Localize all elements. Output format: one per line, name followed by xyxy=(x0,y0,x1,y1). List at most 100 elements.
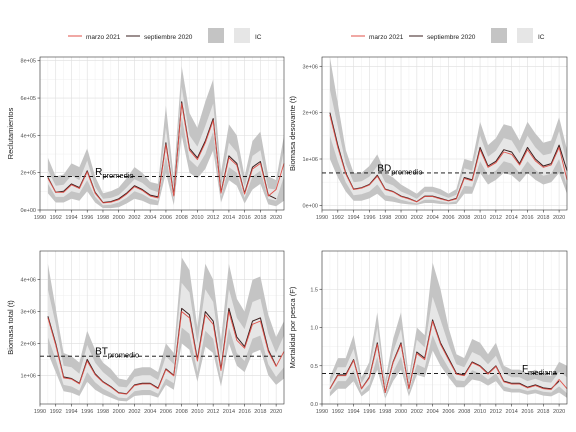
legend-label-ic-left: IC xyxy=(255,34,262,41)
x-tick-label: 1990 xyxy=(316,409,328,415)
x-tick-label: 1996 xyxy=(81,215,93,221)
series-line-marzo-2021 xyxy=(329,320,568,393)
x-tick-label: 1990 xyxy=(316,215,328,221)
x-tick-label: 2012 xyxy=(207,215,219,221)
y-tick-label: 2e+05 xyxy=(21,171,36,177)
legend-key-band-outer-left xyxy=(208,28,224,43)
x-tick-label: 1992 xyxy=(50,409,62,415)
x-tick-label: 2006 xyxy=(442,409,454,415)
y-tick-label: 3e+06 xyxy=(303,64,318,70)
series-line-marzo-2021 xyxy=(47,311,285,395)
x-tick-label: 2012 xyxy=(207,409,219,415)
y-tick-label: 1e+06 xyxy=(303,157,318,163)
x-tick-label: 1998 xyxy=(379,409,391,415)
y-axis-label: Mortalidad por pesca (F) xyxy=(288,286,297,368)
panel-border xyxy=(39,250,285,405)
y-tick-label: 0.0 xyxy=(310,402,318,408)
reference-label: Rpromedio xyxy=(95,167,134,180)
legend-key-band-outer-right xyxy=(491,28,507,43)
x-tick-label: 1994 xyxy=(65,409,77,415)
y-axis-label: Biomasa total (t) xyxy=(6,300,15,355)
x-tick-label: 2016 xyxy=(521,215,533,221)
x-tick-label: 2016 xyxy=(239,215,251,221)
legend-label-marzo-left: marzo 2021 xyxy=(86,34,121,41)
series-line-marzo-2021 xyxy=(47,103,285,204)
x-tick-label: 1994 xyxy=(65,215,77,221)
series-line-marzo-2021 xyxy=(329,114,568,203)
x-tick-label: 2018 xyxy=(537,409,549,415)
x-tick-label: 2016 xyxy=(239,409,251,415)
y-tick-label: 1.0 xyxy=(310,326,318,332)
legend-label-septiembre-left: septiembre 2020 xyxy=(144,34,193,41)
x-tick-label: 1992 xyxy=(50,215,62,221)
y-tick-label: 4e+06 xyxy=(21,278,36,284)
x-tick-label: 2006 xyxy=(160,409,172,415)
reference-label: BTpromedio xyxy=(95,347,139,360)
y-tick-label: 1.5 xyxy=(310,287,318,293)
y-tick-label: 6e+05 xyxy=(21,96,36,102)
legend-label-ic-right: IC xyxy=(538,34,545,41)
x-tick-label: 2018 xyxy=(537,215,549,221)
x-tick-label: 2010 xyxy=(191,409,203,415)
x-tick-label: 2018 xyxy=(254,215,266,221)
x-tick-label: 1992 xyxy=(332,409,344,415)
x-tick-label: 1990 xyxy=(34,215,46,221)
x-tick-label: 2000 xyxy=(395,215,407,221)
x-tick-label: 2002 xyxy=(128,409,140,415)
reference-label: BDpromedio xyxy=(377,163,422,176)
x-tick-label: 1998 xyxy=(97,409,109,415)
x-tick-label: 2008 xyxy=(458,409,470,415)
y-tick-label: 2e+06 xyxy=(21,341,36,347)
panel-1: Rpromedio 0e+00 2e+05 4e+05 6e+05 8e+05 1990 19… xyxy=(6,56,285,221)
x-tick-label: 2014 xyxy=(506,215,518,221)
y-axis-label: Reclutamientos xyxy=(6,107,15,159)
x-tick-label: 1990 xyxy=(34,409,46,415)
ci-band-inner xyxy=(329,89,567,204)
legend-label-marzo-right: marzo 2021 xyxy=(369,34,404,41)
x-tick-label: 1996 xyxy=(363,409,375,415)
x-tick-label: 2012 xyxy=(490,409,502,415)
x-tick-label: 2010 xyxy=(191,215,203,221)
x-tick-label: 1998 xyxy=(379,215,391,221)
x-tick-label: 2008 xyxy=(458,215,470,221)
panel-4: Fmediana 0.0 0.5 1.0 1.5 1990 1992 1994 1996 1998… xyxy=(288,250,568,415)
legend-right: marzo 2021 septiembre 2020 IC xyxy=(351,28,545,43)
x-tick-label: 2008 xyxy=(176,409,188,415)
y-tick-label: 1e+06 xyxy=(21,373,36,379)
x-tick-label: 1994 xyxy=(347,409,359,415)
x-tick-label: 2012 xyxy=(490,215,502,221)
legend-left: marzo 2021 septiembre 2020 IC xyxy=(68,28,262,43)
x-tick-label: 2020 xyxy=(270,409,282,415)
reference-label: Fmediana xyxy=(522,364,558,377)
x-tick-label: 2004 xyxy=(427,215,439,221)
panel-border xyxy=(39,56,285,211)
x-tick-label: 2020 xyxy=(553,215,565,221)
y-tick-label: 8e+05 xyxy=(21,59,36,65)
x-tick-label: 2006 xyxy=(160,215,172,221)
x-tick-label: 1996 xyxy=(81,409,93,415)
x-tick-label: 2014 xyxy=(223,409,235,415)
legend-key-band-inner-right xyxy=(517,28,533,43)
x-tick-label: 2004 xyxy=(144,409,156,415)
y-tick-label: 0e+00 xyxy=(21,208,36,214)
x-tick-label: 2010 xyxy=(474,215,486,221)
x-tick-label: 2004 xyxy=(427,409,439,415)
x-tick-label: 2020 xyxy=(270,215,282,221)
y-axis-label: Biomasa desovante (t) xyxy=(288,95,297,171)
x-tick-label: 2004 xyxy=(144,215,156,221)
ci-band-outer xyxy=(329,57,567,205)
x-tick-label: 1996 xyxy=(363,215,375,221)
x-tick-label: 2010 xyxy=(474,409,486,415)
ci-band-inner xyxy=(329,296,567,397)
panel-border xyxy=(321,56,568,211)
legend-key-band-inner-left xyxy=(234,28,250,43)
y-tick-label: 3e+06 xyxy=(21,310,36,316)
x-tick-label: 2008 xyxy=(176,215,188,221)
x-tick-label: 2002 xyxy=(411,409,423,415)
x-tick-label: 2002 xyxy=(411,215,423,221)
x-tick-label: 2006 xyxy=(442,215,454,221)
x-tick-label: 2000 xyxy=(395,409,407,415)
x-tick-label: 2020 xyxy=(553,409,565,415)
